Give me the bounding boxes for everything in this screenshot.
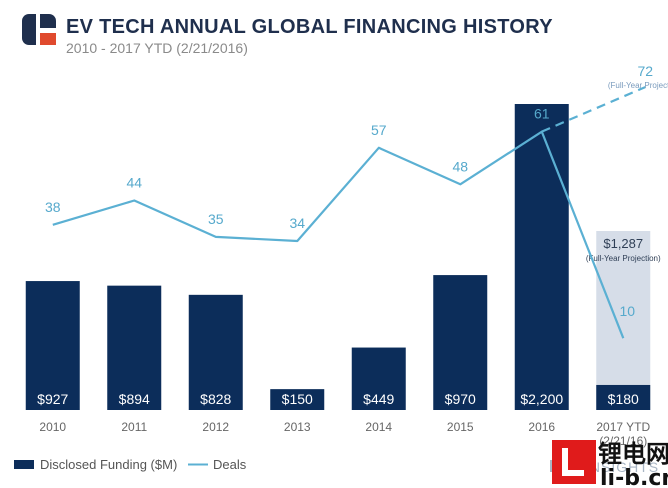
projection-bar-note: (Full-Year Projection) xyxy=(586,254,661,263)
legend-funding-label: Disclosed Funding ($M) xyxy=(40,457,177,472)
deals-projection-value: 72 xyxy=(637,63,653,79)
plot-area: $1,287 (Full-Year Projection) $927 $894 $828… xyxy=(25,63,668,448)
funding-bar xyxy=(596,384,651,410)
funding-bar xyxy=(107,285,162,410)
funding-bar-label: $449 xyxy=(363,391,394,407)
x-tick-label: 2015 xyxy=(447,420,474,434)
funding-bar xyxy=(351,347,406,410)
deals-point-label: 57 xyxy=(371,122,387,138)
watermark-logo-icon xyxy=(552,440,596,484)
funding-bar xyxy=(188,294,243,410)
deals-projection-note: (Full-Year Projection) xyxy=(608,81,668,90)
funding-bar-label: $927 xyxy=(37,391,68,407)
deals-point-label: 35 xyxy=(208,211,224,227)
funding-bar-label: $894 xyxy=(119,391,150,407)
funding-bar-label: $828 xyxy=(200,391,231,407)
x-tick-label: 2016 xyxy=(528,420,555,434)
deals-point-label: 61 xyxy=(534,106,550,122)
x-tick-label: 2017 YTD xyxy=(596,420,650,434)
legend-deals-label: Deals xyxy=(213,457,247,472)
legend: Disclosed Funding ($M) Deals xyxy=(14,457,247,472)
funding-bar xyxy=(433,275,488,410)
cb-logo-icon xyxy=(22,14,56,45)
chart-subtitle: 2010 - 2017 YTD (2/21/2016) xyxy=(66,40,248,56)
x-tick-label: 2010 xyxy=(39,420,66,434)
deals-point-label: 10 xyxy=(619,303,635,319)
deals-projection-line xyxy=(541,86,646,133)
deals-point-label: 44 xyxy=(126,175,142,191)
chart-title: EV TECH ANNUAL GLOBAL FINANCING HISTORY xyxy=(66,16,553,38)
watermark-url: li-b.cn xyxy=(600,466,668,488)
funding-bar xyxy=(270,389,325,410)
watermark: 锂电网 li-b.cn xyxy=(552,440,668,488)
watermark-cn: 锂电网 xyxy=(598,440,668,468)
x-tick-label: 2012 xyxy=(202,420,229,434)
funding-bar-label: $180 xyxy=(608,391,639,407)
x-tick-label: 2011 xyxy=(121,420,147,434)
x-tick-label: 2014 xyxy=(365,420,392,434)
funding-bar-label: $2,200 xyxy=(520,391,563,407)
brand-name: INSIGHTS xyxy=(585,459,659,475)
legend-funding-swatch xyxy=(14,460,34,469)
projection-bar-value: $1,287 xyxy=(603,236,643,251)
x-tick-label: 2013 xyxy=(284,420,311,434)
funding-bar-label: $970 xyxy=(445,391,476,407)
deals-point-label: 38 xyxy=(45,199,61,215)
projection-bar xyxy=(596,230,651,410)
funding-bar-label: $150 xyxy=(282,391,313,407)
funding-bar xyxy=(514,104,569,410)
deals-line xyxy=(52,130,625,339)
x-tick-label: (2/21/16) xyxy=(599,434,647,448)
funding-bar xyxy=(25,281,80,410)
deals-point-label: 48 xyxy=(452,158,468,174)
deals-point-label: 34 xyxy=(289,215,305,231)
